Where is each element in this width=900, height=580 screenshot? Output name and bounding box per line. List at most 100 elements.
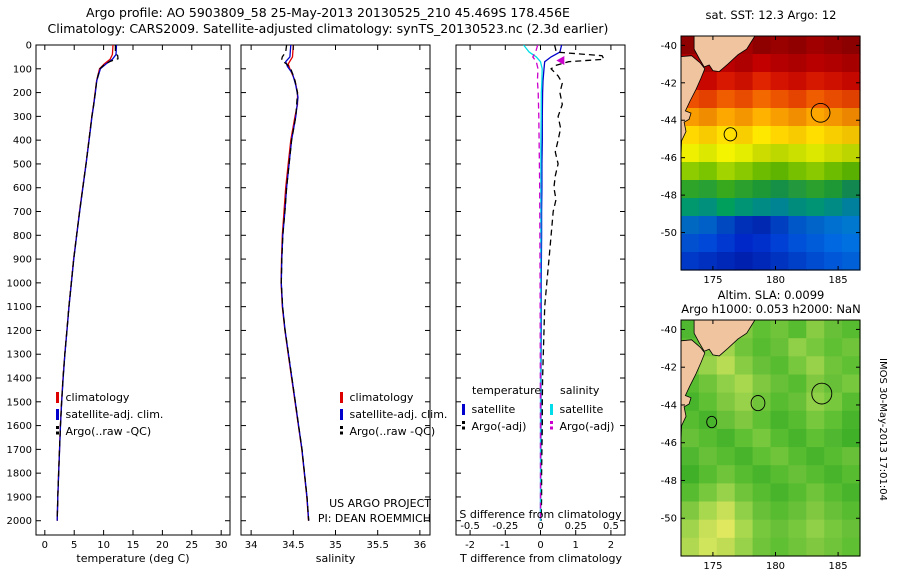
- project-note-line2: PI: DEAN ROEMMICH: [317, 512, 431, 525]
- svg-text:5: 5: [71, 540, 77, 551]
- t-satellite-line-sample: [462, 404, 465, 415]
- tdiff-axis-label: T difference from climatology: [460, 552, 622, 565]
- legend-entry: climatology: [340, 389, 447, 406]
- svg-text:1: 1: [573, 540, 579, 551]
- svg-text:15: 15: [127, 540, 140, 551]
- legend-label: satellite-adj. clim.: [65, 408, 164, 421]
- svg-text:20: 20: [156, 540, 169, 551]
- svg-text:-0.25: -0.25: [492, 521, 518, 532]
- sdiff-legend: salinity satellite Argo(-adj): [550, 384, 614, 435]
- salinity-legend: climatology satellite-adj. clim. Argo(..…: [340, 389, 447, 440]
- svg-text:1700: 1700: [7, 445, 32, 456]
- svg-text:-44: -44: [661, 116, 677, 127]
- temperature-legend: climatology satellite-adj. clim. Argo(..…: [56, 389, 163, 440]
- legend-group-header: salinity: [560, 384, 600, 397]
- svg-text:0: 0: [42, 540, 48, 551]
- svg-text:0.5: 0.5: [603, 521, 619, 532]
- svg-text:-42: -42: [661, 78, 677, 89]
- svg-text:1600: 1600: [7, 421, 32, 432]
- svg-text:-40: -40: [661, 325, 677, 336]
- svg-text:100: 100: [13, 64, 32, 75]
- legend-label: satellite-adj. clim.: [349, 408, 448, 421]
- legend-label: climatology: [65, 391, 130, 404]
- svg-text:0.25: 0.25: [565, 521, 587, 532]
- legend-label: Argo(-adj): [559, 420, 615, 433]
- svg-text:0: 0: [537, 521, 543, 532]
- svg-text:175: 175: [703, 275, 722, 286]
- svg-text:2000: 2000: [7, 516, 32, 527]
- sst-map-title: sat. SST: 12.3 Argo: 12: [705, 8, 837, 22]
- sla-map-title-line1: Altim. SLA: 0.0099: [717, 288, 825, 302]
- svg-text:-40: -40: [661, 41, 677, 52]
- temperature-axis-label: temperature (deg C): [76, 552, 190, 565]
- svg-text:1900: 1900: [7, 492, 32, 503]
- svg-text:400: 400: [13, 136, 32, 147]
- project-note-line1: US ARGO PROJECT: [329, 497, 431, 510]
- sdiff-axis-label: S difference from climatology: [459, 508, 622, 521]
- svg-text:175: 175: [703, 561, 722, 572]
- svg-text:25: 25: [185, 540, 198, 551]
- svg-text:180: 180: [766, 275, 785, 286]
- legend-group-header: temperature: [472, 384, 542, 397]
- legend-entry: satellite: [462, 401, 541, 418]
- argo-raw-line-sample: [340, 426, 343, 437]
- satellite-adj-line-sample: [56, 409, 59, 420]
- svg-text:-50: -50: [661, 228, 677, 239]
- svg-text:1500: 1500: [7, 397, 32, 408]
- svg-text:34: 34: [245, 540, 258, 551]
- svg-text:-2: -2: [465, 540, 475, 551]
- svg-text:185: 185: [829, 561, 848, 572]
- svg-text:-44: -44: [661, 400, 677, 411]
- t-argo-line-sample: [462, 421, 465, 432]
- svg-text:-46: -46: [661, 153, 677, 164]
- svg-text:185: 185: [829, 275, 848, 286]
- svg-text:-50: -50: [661, 514, 677, 525]
- svg-text:700: 700: [13, 207, 32, 218]
- svg-text:500: 500: [13, 159, 32, 170]
- svg-text:1100: 1100: [7, 302, 32, 313]
- figure-title-line1: Argo profile: AO 5903809_58 25-May-2013 …: [86, 5, 570, 20]
- legend-label: climatology: [349, 391, 414, 404]
- svg-text:10: 10: [97, 540, 110, 551]
- svg-text:-42: -42: [661, 363, 677, 374]
- svg-text:-48: -48: [661, 476, 677, 487]
- svg-text:0: 0: [537, 540, 543, 551]
- legend-entry: satellite: [550, 401, 614, 418]
- s-argo-line-sample: [550, 421, 553, 432]
- svg-text:35.5: 35.5: [367, 540, 389, 551]
- timestamp-side-text: IMOS 30-May-2013 17:01:04: [877, 358, 888, 501]
- svg-text:-48: -48: [661, 191, 677, 202]
- svg-text:800: 800: [13, 231, 32, 242]
- salinity-axis-label: salinity: [315, 552, 356, 565]
- legend-entry: Argo(..raw -QC): [56, 423, 163, 440]
- svg-text:34.5: 34.5: [282, 540, 304, 551]
- satellite-adj-line-sample: [340, 409, 343, 420]
- svg-text:1200: 1200: [7, 326, 32, 337]
- svg-text:-0.5: -0.5: [460, 521, 480, 532]
- sst-map-panel: 175 180 185 -40 -42 -44 -46 -48 -50: [661, 35, 861, 286]
- svg-text:1400: 1400: [7, 374, 32, 385]
- svg-text:36: 36: [414, 540, 427, 551]
- legend-entry: Argo(..raw -QC): [340, 423, 447, 440]
- project-note: US ARGO PROJECT PI: DEAN ROEMMICH: [313, 496, 431, 526]
- svg-text:180: 180: [766, 561, 785, 572]
- legend-entry: satellite-adj. clim.: [340, 406, 447, 423]
- legend-entry: Argo(-adj): [462, 418, 541, 435]
- legend-entry: Argo(-adj): [550, 418, 614, 435]
- legend-label: satellite: [471, 403, 516, 416]
- argo-raw-line-sample: [56, 426, 59, 437]
- legend-label: Argo(-adj): [471, 420, 527, 433]
- figure-title-line2: Climatology: CARS2009. Satellite-adjuste…: [47, 21, 609, 36]
- sla-map-title-line2: Argo h1000: 0.053 h2000: NaN: [681, 302, 861, 316]
- legend-entry: satellite-adj. clim.: [56, 406, 163, 423]
- svg-text:1800: 1800: [7, 469, 32, 480]
- svg-text:900: 900: [13, 255, 32, 266]
- sla-map-panel: 175 180 185 -40 -42 -44 -46 -48 -50: [661, 319, 861, 572]
- svg-text:1300: 1300: [7, 350, 32, 361]
- legend-label: Argo(..raw -QC): [349, 425, 436, 438]
- svg-text:600: 600: [13, 183, 32, 194]
- svg-text:-1: -1: [500, 540, 510, 551]
- climatology-line-sample: [340, 392, 343, 403]
